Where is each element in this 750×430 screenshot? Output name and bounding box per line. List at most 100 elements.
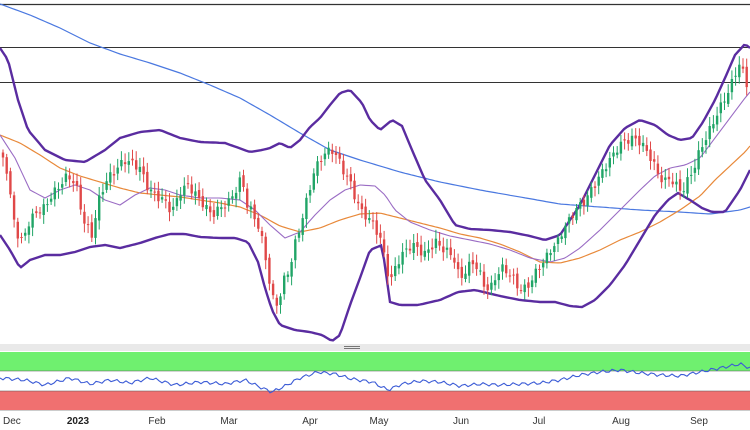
candle-down <box>260 231 264 236</box>
candle-up <box>560 236 563 239</box>
candle-down <box>75 181 79 186</box>
candle-up <box>231 196 234 199</box>
candle-up <box>238 177 241 192</box>
candle-down <box>68 175 71 180</box>
candle-up <box>94 218 97 238</box>
candle-down <box>83 211 86 224</box>
candle-up <box>286 274 290 277</box>
candle-down <box>660 175 663 183</box>
candle-down <box>653 159 656 162</box>
candle-up <box>690 174 693 176</box>
candle-up <box>686 177 689 194</box>
candle-down <box>438 240 441 246</box>
candle-up <box>575 208 578 221</box>
candle-down <box>360 203 364 210</box>
moving-average-mid-line <box>0 134 750 264</box>
candle-up <box>427 249 430 253</box>
candle-up <box>127 161 130 165</box>
candle-down <box>253 204 256 220</box>
candle-down <box>357 201 360 204</box>
candle-up <box>590 187 593 198</box>
candle-down <box>449 247 452 256</box>
x-axis-tick-label: Feb <box>148 416 166 427</box>
candle-down <box>453 257 456 263</box>
candle-up <box>24 232 27 236</box>
candle-down <box>375 220 378 235</box>
candle-up <box>597 176 600 186</box>
candle-down <box>264 236 267 261</box>
candle-down <box>345 175 349 177</box>
candle-down <box>242 175 245 187</box>
candle-up <box>738 64 741 78</box>
candle-down <box>353 180 356 200</box>
candle-up <box>116 167 119 174</box>
candle-up <box>160 197 164 200</box>
overbought-zone <box>0 352 750 371</box>
candle-down <box>482 271 486 287</box>
candle-up <box>704 140 708 145</box>
candle-down <box>645 145 648 151</box>
panel-divider[interactable] <box>0 344 750 351</box>
candle-up <box>434 238 438 248</box>
candle-up <box>604 169 608 172</box>
moving-average-slow-line <box>0 3 750 215</box>
x-axis-tick-label: Apr <box>302 416 318 427</box>
candle-down <box>320 161 323 162</box>
candle-up <box>323 153 327 160</box>
candle-up <box>701 147 704 152</box>
candle-up <box>279 296 282 305</box>
candle-down <box>142 166 145 175</box>
x-axis-tick-label: Mar <box>220 416 238 427</box>
candle-down <box>90 222 93 238</box>
candle-down <box>212 210 216 217</box>
candle-up <box>327 147 330 155</box>
candle-up <box>545 252 549 264</box>
candle-up <box>630 135 634 147</box>
x-axis-tick-label: 2023 <box>67 416 90 427</box>
candle-up <box>715 115 719 125</box>
candle-down <box>678 179 682 191</box>
x-axis-tick-label: Dec <box>3 416 21 427</box>
candle-down <box>623 139 626 141</box>
candle-down <box>431 247 434 250</box>
candle-up <box>179 195 182 201</box>
candle-down <box>593 186 597 188</box>
candle-up <box>586 195 589 206</box>
candle-down <box>634 135 637 139</box>
candle-down <box>667 176 671 180</box>
candle-up <box>312 173 315 190</box>
candle-down <box>35 211 38 214</box>
candle-up <box>297 232 301 238</box>
candle-up <box>120 160 123 167</box>
candle-up <box>601 169 604 178</box>
horizontal-levels <box>0 3 750 83</box>
candle-down <box>508 275 512 277</box>
candle-up <box>549 253 552 256</box>
candle-up <box>493 280 497 286</box>
candle-up <box>664 177 667 180</box>
candle-up <box>730 79 734 93</box>
candle-up <box>61 184 64 188</box>
candle-up <box>175 198 179 207</box>
candle-down <box>471 260 475 265</box>
candle-down <box>538 269 541 270</box>
candle-down <box>1 152 5 158</box>
candle-down <box>419 244 423 256</box>
candle-down <box>571 216 574 218</box>
candle-down <box>275 297 278 306</box>
candle-down <box>186 183 190 185</box>
candle-up <box>697 150 700 170</box>
candle-down <box>442 246 445 253</box>
candle-up <box>534 268 537 283</box>
candle-down <box>153 191 156 193</box>
candle-up <box>501 264 504 272</box>
candle-down <box>197 190 201 198</box>
candle-up <box>567 217 571 224</box>
x-axis: Dec 2023 Feb Mar Apr May Jun Jul Aug Sep <box>0 410 750 430</box>
candle-up <box>101 192 105 195</box>
candle-down <box>364 206 367 220</box>
x-axis-tick-label: May <box>370 416 389 427</box>
indicator-overlays <box>0 3 750 342</box>
candle-up <box>734 75 737 77</box>
candle-down <box>168 201 171 213</box>
